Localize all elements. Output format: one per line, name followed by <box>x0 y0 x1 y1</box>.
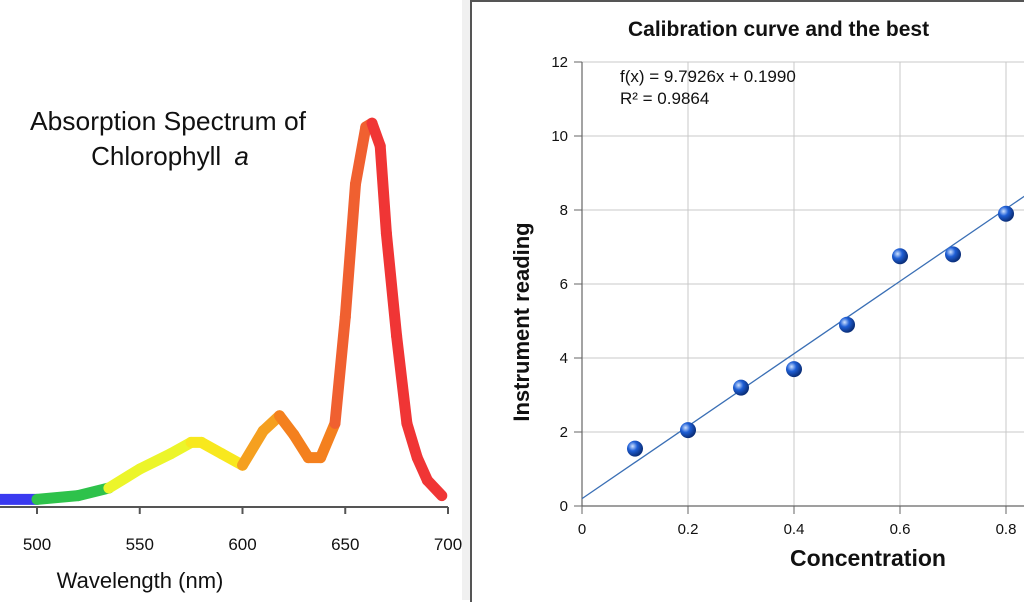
calibration-y-tick-label: 0 <box>560 498 568 515</box>
calibration-points <box>627 205 1014 457</box>
absorption-title-italic: a <box>234 141 248 171</box>
absorption-curve-segment <box>31 490 84 505</box>
absorption-curve-segment <box>380 227 403 342</box>
calibration-fit-line <box>581 195 1024 500</box>
absorption-curve-segment <box>391 330 413 429</box>
calibration-y-tick-label: 4 <box>560 350 568 367</box>
calibration-data-point <box>839 316 855 333</box>
absorption-x-tick-label: 500 <box>23 535 51 554</box>
calibration-x-tick-label: 0.4 <box>784 521 805 538</box>
calibration-data-point <box>627 440 643 457</box>
calibration-data-point <box>945 246 961 263</box>
calibration-x-label: Concentration <box>790 545 946 571</box>
absorption-curve-segment <box>329 311 351 429</box>
absorption-curve-segment <box>237 425 269 471</box>
calibration-title: Calibration curve and the best <box>628 18 929 41</box>
calibration-data-point <box>786 361 802 378</box>
absorption-x-tick-label: 700 <box>434 535 462 554</box>
absorption-curve-segment <box>401 417 423 464</box>
calibration-x-tick-label: 0.8 <box>996 521 1017 538</box>
calibration-y-tick-label: 2 <box>560 424 568 441</box>
absorption-title-line1: Absorption Spectrum of <box>30 106 307 136</box>
absorption-curve-segment <box>134 448 177 475</box>
calibration-fit-line-group <box>581 195 1024 500</box>
absorption-curve-segment <box>421 474 448 502</box>
absorption-curve-segment <box>374 140 392 239</box>
calibration-data-point <box>733 379 749 396</box>
absorption-chart: Absorption Spectrum of Chlorophyll a 500… <box>0 106 462 593</box>
calibration-y-tick-label: 10 <box>551 128 568 145</box>
calibration-y-tick-label: 12 <box>551 54 568 71</box>
absorption-x-tick-label: 550 <box>126 535 154 554</box>
panel-divider <box>462 0 470 600</box>
calibration-data-point <box>998 205 1014 222</box>
absorption-curve-segment <box>350 121 372 190</box>
absorption-title-line2: Chlorophyll a <box>91 141 249 171</box>
calibration-y-tick-label: 6 <box>560 276 568 293</box>
absorption-plot-area <box>0 117 448 505</box>
calibration-chart: Calibration curve and the best 0 2 4 6 8 10 12… <box>509 18 1024 571</box>
calibration-y-label: Instrument reading <box>509 222 534 421</box>
absorption-x-ticks: 500 550 600 650 700 <box>23 507 462 554</box>
calibration-x-tick-label: 0 <box>578 521 586 538</box>
calibration-y-tick-label: 8 <box>560 202 568 219</box>
calibration-data-point <box>892 248 908 265</box>
calibration-grid <box>581 61 1024 507</box>
calibration-r-squared: R² = 0.9864 <box>620 89 709 108</box>
absorption-title-chlorophyll: Chlorophyll <box>91 141 221 171</box>
absorption-chart-panel: Absorption Spectrum of Chlorophyll a 500… <box>0 0 464 600</box>
absorption-x-tick-label: 650 <box>331 535 359 554</box>
absorption-x-tick-label: 600 <box>228 535 256 554</box>
absorption-x-label: Wavelength (nm) <box>57 568 224 593</box>
calibration-x-tick-label: 0.2 <box>678 521 699 538</box>
calibration-data-point <box>680 422 696 439</box>
calibration-axes: 0 2 4 6 8 10 12 0 0.2 0.4 0.6 0.8 <box>551 54 1024 538</box>
calibration-chart-panel: Calibration curve and the best 0 2 4 6 8 10 12… <box>470 0 1024 602</box>
absorption-curve-segment <box>103 463 146 494</box>
absorption-curve-segment <box>315 417 341 464</box>
absorption-curve-segment <box>339 178 361 323</box>
calibration-equation: f(x) = 9.7926x + 0.1990 <box>620 67 796 86</box>
calibration-x-tick-label: 0.6 <box>890 521 911 538</box>
